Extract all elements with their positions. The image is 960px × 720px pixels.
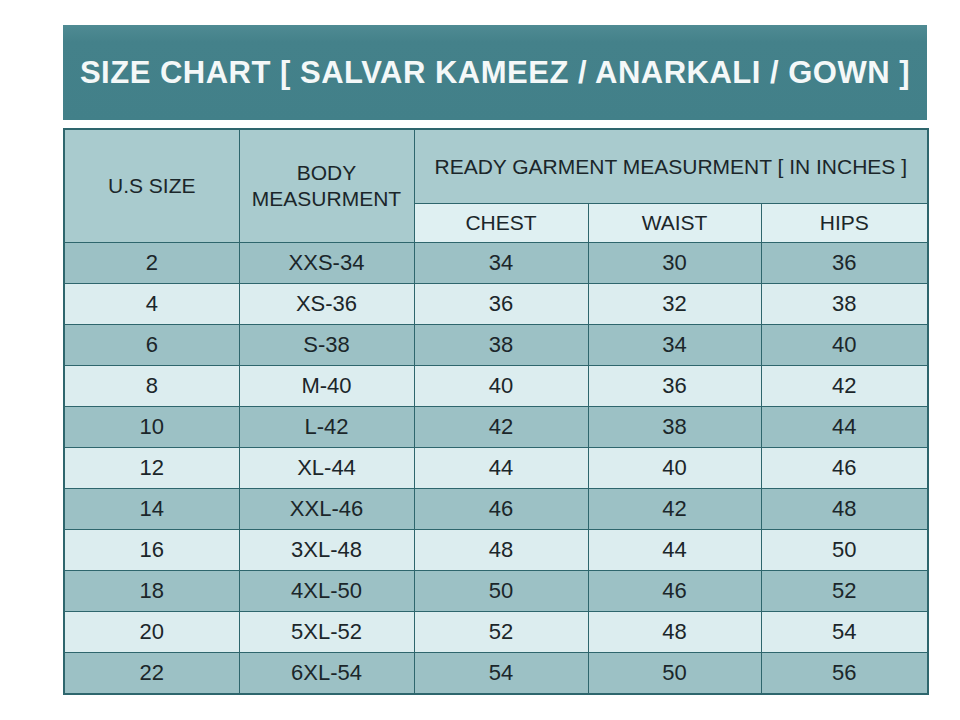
table-cell: 48 xyxy=(588,612,761,653)
table-row: 14XXL-46464248 xyxy=(64,489,928,530)
table-cell: 36 xyxy=(414,284,588,325)
table-cell: 40 xyxy=(588,448,761,489)
table-cell: 20 xyxy=(64,612,239,653)
table-cell: 32 xyxy=(588,284,761,325)
table-row: 10L-42423844 xyxy=(64,407,928,448)
table-row: 2XXS-34343036 xyxy=(64,243,928,284)
size-table: U.S SIZE BODY MEASURMENT READY GARMENT M… xyxy=(63,128,929,695)
column-header-chest: CHEST xyxy=(414,204,588,243)
table-cell: 44 xyxy=(588,530,761,571)
column-header-us-size: U.S SIZE xyxy=(64,129,239,243)
column-group-header-ready-garment: READY GARMENT MEASURMENT [ IN INCHES ] xyxy=(414,129,928,204)
table-cell: 34 xyxy=(414,243,588,284)
table-cell: XXL-46 xyxy=(239,489,414,530)
table-cell: 34 xyxy=(588,325,761,366)
table-cell: 5XL-52 xyxy=(239,612,414,653)
column-header-body-measurment: BODY MEASURMENT xyxy=(239,129,414,243)
table-cell: 18 xyxy=(64,571,239,612)
table-cell: 6XL-54 xyxy=(239,653,414,694)
table-cell: M-40 xyxy=(239,366,414,407)
table-cell: 56 xyxy=(761,653,928,694)
table-cell: 4 xyxy=(64,284,239,325)
size-chart-image: SIZE CHART [ SALVAR KAMEEZ / ANARKALI / … xyxy=(0,0,960,720)
table-cell: 54 xyxy=(414,653,588,694)
table-cell: 3XL-48 xyxy=(239,530,414,571)
table-cell: XS-36 xyxy=(239,284,414,325)
table-row: 226XL-54545056 xyxy=(64,653,928,694)
size-table-body: 2XXS-343430364XS-363632386S-383834408M-4… xyxy=(64,243,928,694)
table-cell: 10 xyxy=(64,407,239,448)
table-cell: 50 xyxy=(414,571,588,612)
table-cell: 46 xyxy=(588,571,761,612)
table-cell: 2 xyxy=(64,243,239,284)
table-cell: 4XL-50 xyxy=(239,571,414,612)
table-row: 6S-38383440 xyxy=(64,325,928,366)
column-header-waist: WAIST xyxy=(588,204,761,243)
table-cell: 16 xyxy=(64,530,239,571)
table-cell: 36 xyxy=(761,243,928,284)
table-cell: 38 xyxy=(414,325,588,366)
table-cell: 50 xyxy=(761,530,928,571)
table-cell: L-42 xyxy=(239,407,414,448)
table-cell: 42 xyxy=(414,407,588,448)
table-cell: 48 xyxy=(761,489,928,530)
table-cell: XXS-34 xyxy=(239,243,414,284)
table-cell: 54 xyxy=(761,612,928,653)
table-cell: 40 xyxy=(414,366,588,407)
table-cell: 8 xyxy=(64,366,239,407)
table-cell: 46 xyxy=(414,489,588,530)
table-cell: 42 xyxy=(761,366,928,407)
page-title: SIZE CHART [ SALVAR KAMEEZ / ANARKALI / … xyxy=(80,55,910,91)
table-cell: 52 xyxy=(414,612,588,653)
table-cell: 44 xyxy=(761,407,928,448)
table-cell: 36 xyxy=(588,366,761,407)
size-chart-container: SIZE CHART [ SALVAR KAMEEZ / ANARKALI / … xyxy=(63,25,927,695)
size-table-header: U.S SIZE BODY MEASURMENT READY GARMENT M… xyxy=(64,129,928,243)
table-cell: 38 xyxy=(761,284,928,325)
table-cell: 42 xyxy=(588,489,761,530)
title-band: SIZE CHART [ SALVAR KAMEEZ / ANARKALI / … xyxy=(63,25,927,120)
table-cell: 30 xyxy=(588,243,761,284)
column-header-hips: HIPS xyxy=(761,204,928,243)
table-cell: 38 xyxy=(588,407,761,448)
table-cell: 46 xyxy=(761,448,928,489)
table-cell: 12 xyxy=(64,448,239,489)
table-cell: 14 xyxy=(64,489,239,530)
table-cell: 52 xyxy=(761,571,928,612)
table-cell: 22 xyxy=(64,653,239,694)
table-cell: 48 xyxy=(414,530,588,571)
table-cell: S-38 xyxy=(239,325,414,366)
table-cell: 44 xyxy=(414,448,588,489)
table-cell: 50 xyxy=(588,653,761,694)
table-row: 4XS-36363238 xyxy=(64,284,928,325)
table-cell: 6 xyxy=(64,325,239,366)
title-table-divider xyxy=(63,120,927,128)
table-cell: XL-44 xyxy=(239,448,414,489)
table-row: 8M-40403642 xyxy=(64,366,928,407)
table-row: 12XL-44444046 xyxy=(64,448,928,489)
table-row: 184XL-50504652 xyxy=(64,571,928,612)
table-cell: 40 xyxy=(761,325,928,366)
table-row: 205XL-52524854 xyxy=(64,612,928,653)
table-row: 163XL-48484450 xyxy=(64,530,928,571)
